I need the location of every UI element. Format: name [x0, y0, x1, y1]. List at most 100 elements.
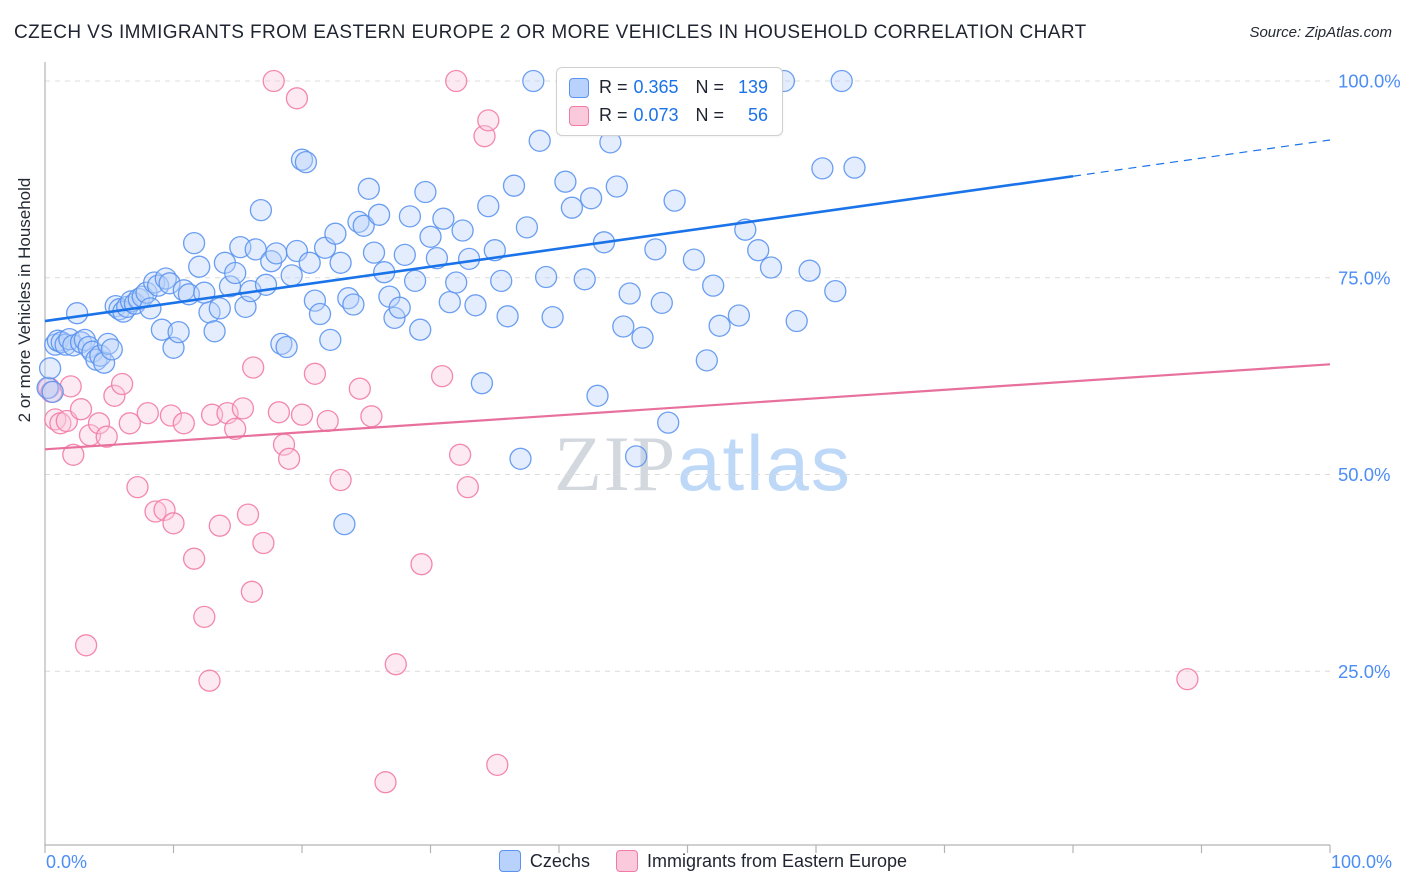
scatter-point-czechs	[612, 315, 635, 338]
n-value-immigrants: 56	[748, 105, 769, 125]
scatter-point-czechs	[265, 242, 288, 265]
trend-line-extension-czechs	[1072, 139, 1331, 177]
scatter-point-czechs	[650, 291, 673, 315]
scatter-point-czechs	[451, 219, 474, 242]
scatter-point-immigrants	[198, 669, 221, 692]
scatter-point-czechs	[73, 328, 96, 352]
n-value-czechs: 139	[737, 77, 769, 97]
legend-item-czechs: Czechs	[498, 850, 590, 872]
scatter-point-czechs	[342, 293, 365, 316]
scatter-point-czechs	[560, 196, 584, 219]
czechs-legend-swatch-icon	[498, 850, 521, 872]
y-tick-label: 25.0%	[1338, 661, 1390, 682]
scatter-point-czechs	[167, 320, 190, 344]
scatter-point-czechs	[409, 318, 432, 341]
scatter-point-czechs	[515, 216, 539, 239]
scatter-point-immigrants	[360, 405, 383, 428]
scatter-point-czechs	[324, 222, 347, 245]
series-legend: Czechs Immigrants from Eastern Europe	[0, 850, 1406, 872]
scatter-point-immigrants	[374, 771, 397, 794]
scatter-point-immigrants	[486, 753, 509, 777]
scatter-point-immigrants	[118, 412, 141, 435]
watermark-atlas-text: atlas	[677, 419, 852, 507]
scatter-point-czechs	[362, 241, 386, 264]
scatter-point-czechs	[329, 251, 352, 274]
scatter-point-czechs	[393, 243, 416, 267]
scatter-point-czechs	[708, 314, 731, 337]
legend-row-immigrants: R = 0.073 N = 56	[569, 105, 768, 126]
scatter-point-czechs	[41, 380, 64, 404]
scatter-point-czechs	[414, 180, 437, 204]
scatter-point-czechs	[502, 174, 526, 197]
scatter-point-czechs	[464, 294, 487, 317]
scatter-point-czechs	[657, 411, 680, 434]
scatter-point-immigrants	[277, 447, 301, 470]
scatter-point-immigrants	[208, 514, 231, 537]
scatter-point-immigrants	[290, 403, 314, 426]
scatter-point-czechs	[357, 177, 380, 200]
scatter-point-czechs	[203, 320, 226, 343]
scatter-point-immigrants	[87, 412, 111, 435]
r-value-czechs: 0.365	[633, 77, 679, 97]
x-axis-min-label: 0.0%	[46, 852, 88, 872]
scatter-point-immigrants	[69, 398, 93, 421]
scatter-point-immigrants	[240, 580, 264, 603]
axis-frame	[44, 62, 1330, 846]
scatter-point-czechs	[573, 268, 596, 291]
y-tick-label: 100.0%	[1338, 71, 1401, 92]
scatter-point-czechs	[522, 69, 545, 93]
scatter-point-czechs	[644, 238, 667, 261]
scatter-point-immigrants	[236, 503, 260, 526]
scatter-point-immigrants	[224, 417, 247, 441]
scatter-point-czechs	[747, 239, 770, 262]
scatter-point-czechs	[208, 297, 231, 320]
scatter-point-czechs	[150, 318, 174, 341]
scatter-point-czechs	[275, 335, 298, 359]
scatter-point-immigrants	[62, 443, 85, 466]
scatter-point-immigrants	[456, 475, 479, 499]
scatter-point-czechs	[682, 248, 706, 271]
scatter-point-czechs	[811, 157, 834, 180]
scatter-point-immigrants	[242, 356, 265, 379]
scatter-point-czechs	[830, 69, 853, 93]
scatter-point-immigrants	[477, 109, 500, 132]
scatter-point-czechs	[398, 205, 422, 228]
scatter-point-immigrants	[136, 401, 159, 425]
trend-line-czechs	[44, 174, 1074, 323]
scatter-point-immigrants	[348, 377, 371, 400]
scatter-point-czechs	[541, 305, 564, 329]
watermark-zip-text: ZIP	[554, 420, 678, 507]
scatter-point-czechs	[158, 272, 181, 295]
scatter-point-czechs	[224, 261, 247, 285]
scatter-point-immigrants	[95, 425, 118, 448]
scatter-point-czechs	[477, 194, 500, 218]
trend-line-immigrants	[44, 363, 1331, 451]
scatter-point-czechs	[618, 282, 641, 305]
scatter-point-czechs	[367, 203, 391, 226]
scatter-point-czechs	[319, 328, 342, 352]
scatter-point-czechs	[432, 207, 455, 230]
scatter-point-immigrants	[267, 401, 291, 424]
scatter-point-czechs	[188, 255, 211, 278]
r-label: R =	[599, 105, 628, 125]
scatter-point-czechs	[470, 372, 494, 395]
scatter-point-immigrants	[172, 412, 195, 435]
scatter-point-czechs	[586, 384, 609, 407]
scatter-point-immigrants	[384, 653, 407, 676]
scatter-point-immigrants	[162, 512, 185, 535]
scatter-point-czechs	[579, 187, 603, 210]
scatter-point-czechs	[695, 349, 718, 372]
scatter-point-czechs	[483, 239, 506, 262]
scatter-point-immigrants	[59, 375, 82, 398]
scatter-point-czechs	[403, 269, 427, 293]
scatter-point-immigrants	[448, 443, 472, 466]
x-axis-max-label: 100.0%	[1330, 852, 1392, 872]
scatter-point-czechs	[333, 512, 356, 536]
scatter-point-immigrants	[285, 87, 309, 110]
r-label: R =	[599, 77, 628, 97]
scatter-point-immigrants	[430, 364, 454, 388]
scatter-point-czechs	[624, 445, 648, 468]
scatter-point-immigrants	[126, 475, 149, 499]
immigrants-swatch-icon	[569, 105, 589, 126]
